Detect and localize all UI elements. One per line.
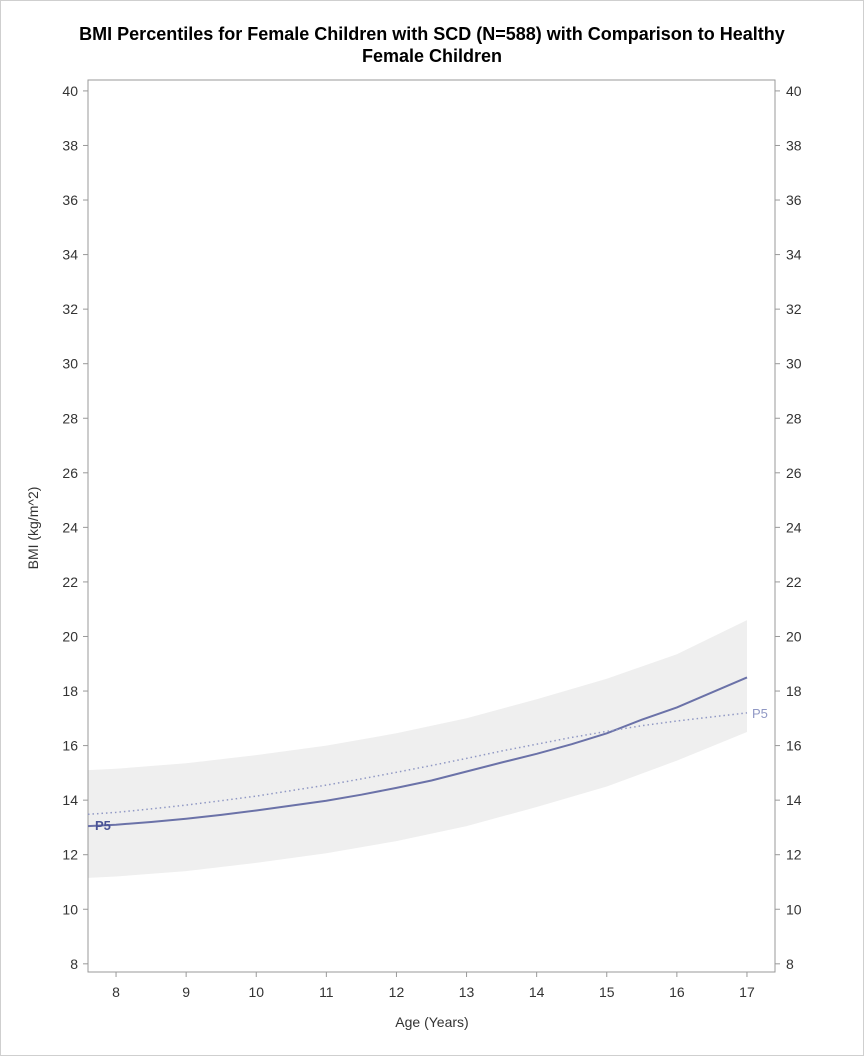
- x-tick-label: 17: [739, 984, 755, 1000]
- chart-title-line1: BMI Percentiles for Female Children with…: [79, 24, 785, 44]
- scd-p5-line: [87, 676, 748, 828]
- y-tick-label-right: 26: [786, 465, 802, 481]
- plot-area-border: [87, 79, 776, 973]
- y-tick-label-right: 20: [786, 628, 802, 644]
- curve-labels-layer: P5 P5: [95, 706, 768, 833]
- y-tick-label-right: 32: [786, 301, 802, 317]
- y-axis-right: 8 10 12 14 16 18 20 22 24 26 28 30 32 34 36 38 40: [775, 83, 802, 972]
- y-tick-label-right: 18: [786, 683, 802, 699]
- y-tick-label-left: 32: [62, 301, 78, 317]
- y-tick-label-left: 18: [62, 683, 78, 699]
- x-tick-label: 8: [112, 984, 120, 1000]
- y-tick-label-right: 10: [786, 901, 802, 917]
- y-tick-label-right: 8: [786, 956, 794, 972]
- y-tick-label-left: 12: [62, 847, 78, 863]
- x-axis-label: Age (Years): [395, 1014, 468, 1030]
- y-tick-label-right: 24: [786, 519, 802, 535]
- y-tick-label-left: 28: [62, 410, 78, 426]
- y-tick-label-left: 10: [62, 901, 78, 917]
- x-tick-label: 11: [319, 984, 334, 1000]
- y-tick-label-right: 38: [786, 137, 802, 153]
- x-tick-label: 13: [459, 984, 475, 1000]
- x-axis: 8 9 10 11 12 13 14 15 16 17: [112, 972, 755, 1000]
- y-tick-label-right: 28: [786, 410, 802, 426]
- y-tick-label-right: 34: [786, 247, 802, 263]
- healthy-p5-line: [87, 712, 748, 816]
- y-tick-label-right: 22: [786, 574, 802, 590]
- y-tick-label-left: 30: [62, 356, 78, 372]
- y-tick-label-right: 14: [786, 792, 802, 808]
- x-tick-label: 12: [389, 984, 405, 1000]
- y-tick-label-left: 26: [62, 465, 78, 481]
- y-tick-label-left: 8: [70, 956, 78, 972]
- y-tick-label-left: 40: [62, 83, 78, 99]
- series-layer: [87, 676, 748, 828]
- scd-p5-label: P5: [95, 818, 111, 833]
- y-axis-left: 8 10 12 14 16 18 20 22 24 26 28 30 32 34 36 38 40: [62, 83, 88, 972]
- chart-title-line2: Female Children: [362, 46, 502, 66]
- healthy-reference-band: [88, 620, 747, 878]
- y-tick-label-right: 30: [786, 356, 802, 372]
- y-tick-label-right: 16: [786, 738, 802, 754]
- y-tick-label-left: 38: [62, 137, 78, 153]
- x-tick-label: 9: [182, 984, 190, 1000]
- y-tick-label-left: 34: [62, 247, 78, 263]
- x-tick-label: 16: [669, 984, 685, 1000]
- x-tick-label: 14: [529, 984, 545, 1000]
- x-tick-label: 15: [599, 984, 615, 1000]
- y-tick-label-left: 36: [62, 192, 78, 208]
- y-tick-label-right: 40: [786, 83, 802, 99]
- y-tick-label-right: 12: [786, 847, 802, 863]
- x-tick-label: 10: [248, 984, 264, 1000]
- reference-band-layer: [88, 620, 747, 878]
- y-tick-label-left: 14: [62, 792, 78, 808]
- y-tick-label-left: 22: [62, 574, 78, 590]
- healthy-p5-label: P5: [752, 706, 768, 721]
- y-tick-label-left: 20: [62, 628, 78, 644]
- y-axis-label: BMI (kg/m^2): [25, 487, 41, 570]
- y-tick-label-left: 24: [62, 519, 78, 535]
- y-tick-label-left: 16: [62, 738, 78, 754]
- y-tick-label-right: 36: [786, 192, 802, 208]
